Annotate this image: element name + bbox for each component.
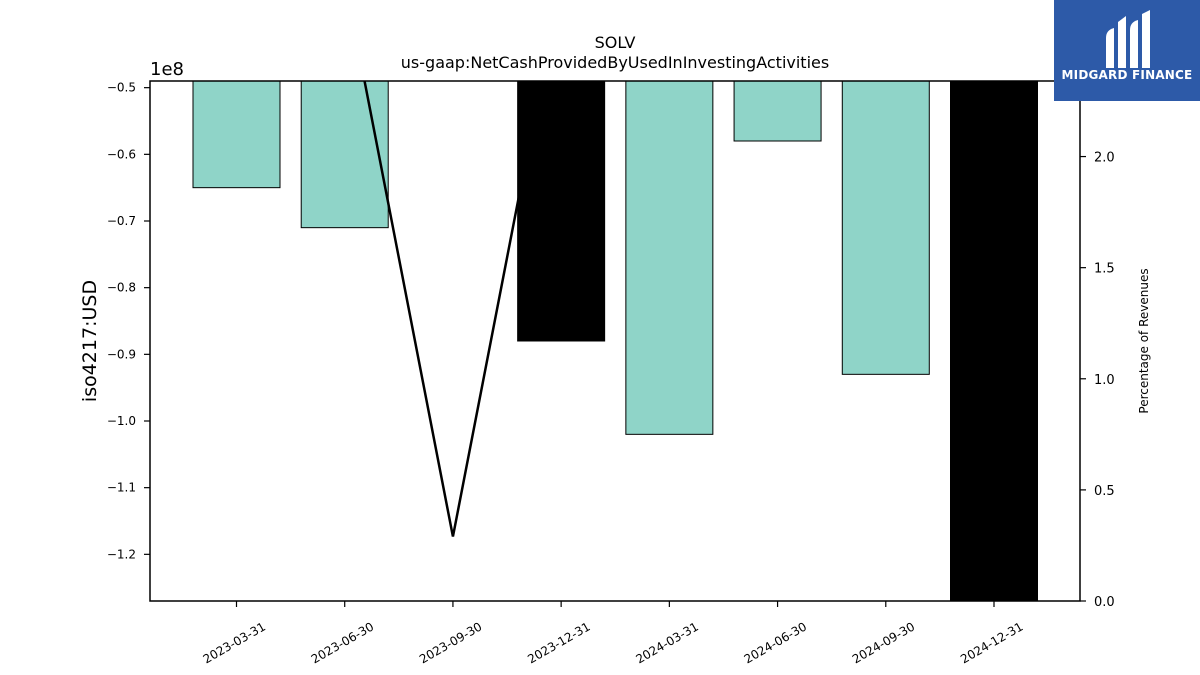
line-path xyxy=(363,81,543,537)
bar-2024-12-31 xyxy=(950,81,1038,601)
y-axis-left-ticks: −0.5 −0.6 −0.7 −0.8 −0.9 −1.0 −1.1 −1.2 xyxy=(107,81,150,561)
x-tick-label: 2023-06-30 xyxy=(309,619,376,666)
chart-subtitle: us-gaap:NetCashProvidedByUsedInInvesting… xyxy=(401,53,829,72)
x-tick-label: 2023-09-30 xyxy=(417,619,484,666)
plot-frame xyxy=(149,80,1081,602)
y-tick-label: −0.8 xyxy=(107,281,136,295)
y-right-tick-label: 1.5 xyxy=(1094,262,1115,277)
chart-title: SOLV xyxy=(595,33,636,52)
y-tick-label: −0.5 xyxy=(107,81,136,95)
x-tick-label: 2023-12-31 xyxy=(525,619,592,666)
x-tick-label: 2024-06-30 xyxy=(742,619,809,666)
y-tick-label: −0.6 xyxy=(107,147,136,161)
y-right-tick-label: 2.0 xyxy=(1094,151,1115,166)
y-right-tick-label: 0.5 xyxy=(1094,484,1115,499)
x-tick-label: 2024-12-31 xyxy=(958,619,1025,666)
bar-2024-09-30 xyxy=(841,81,930,375)
bar-2024-06-30 xyxy=(733,81,822,142)
bar-2023-06-30 xyxy=(300,81,389,229)
y-axis-label: iso4217:USD xyxy=(79,280,101,402)
y-tick-label: −0.7 xyxy=(107,214,136,228)
bar-series xyxy=(192,81,1038,601)
y-offset-label: 1e8 xyxy=(150,59,184,80)
bar-2023-03-31 xyxy=(192,81,281,189)
y-axis-right-ticks: 0.0 0.5 1.0 1.5 2.0 xyxy=(1080,151,1115,610)
line-series xyxy=(363,81,543,537)
brand-logo: MIDGARD FINANCE xyxy=(1054,0,1200,101)
x-tick-label: 2024-03-31 xyxy=(633,619,700,666)
y-tick-label: −0.9 xyxy=(107,347,136,361)
logo-mark-icon xyxy=(1106,10,1150,68)
y-right-tick-label: 1.0 xyxy=(1094,373,1115,388)
y-tick-label: −1.2 xyxy=(107,547,136,561)
bar-2023-12-31 xyxy=(517,81,606,342)
y-axis-right-label: Percentage of Revenues xyxy=(1137,268,1151,413)
x-tick-label: 2023-03-31 xyxy=(201,619,268,666)
y-tick-label: −1.0 xyxy=(107,414,136,428)
y-right-tick-label: 0.0 xyxy=(1094,595,1115,610)
logo-text: MIDGARD FINANCE xyxy=(1061,68,1193,82)
bar-2024-03-31 xyxy=(625,81,714,435)
y-tick-label: −1.1 xyxy=(107,481,136,495)
x-tick-label: 2024-09-30 xyxy=(850,619,917,666)
x-axis-ticks: 2023-03-31 2023-06-30 2023-09-30 2023-12-31… xyxy=(201,601,1026,666)
